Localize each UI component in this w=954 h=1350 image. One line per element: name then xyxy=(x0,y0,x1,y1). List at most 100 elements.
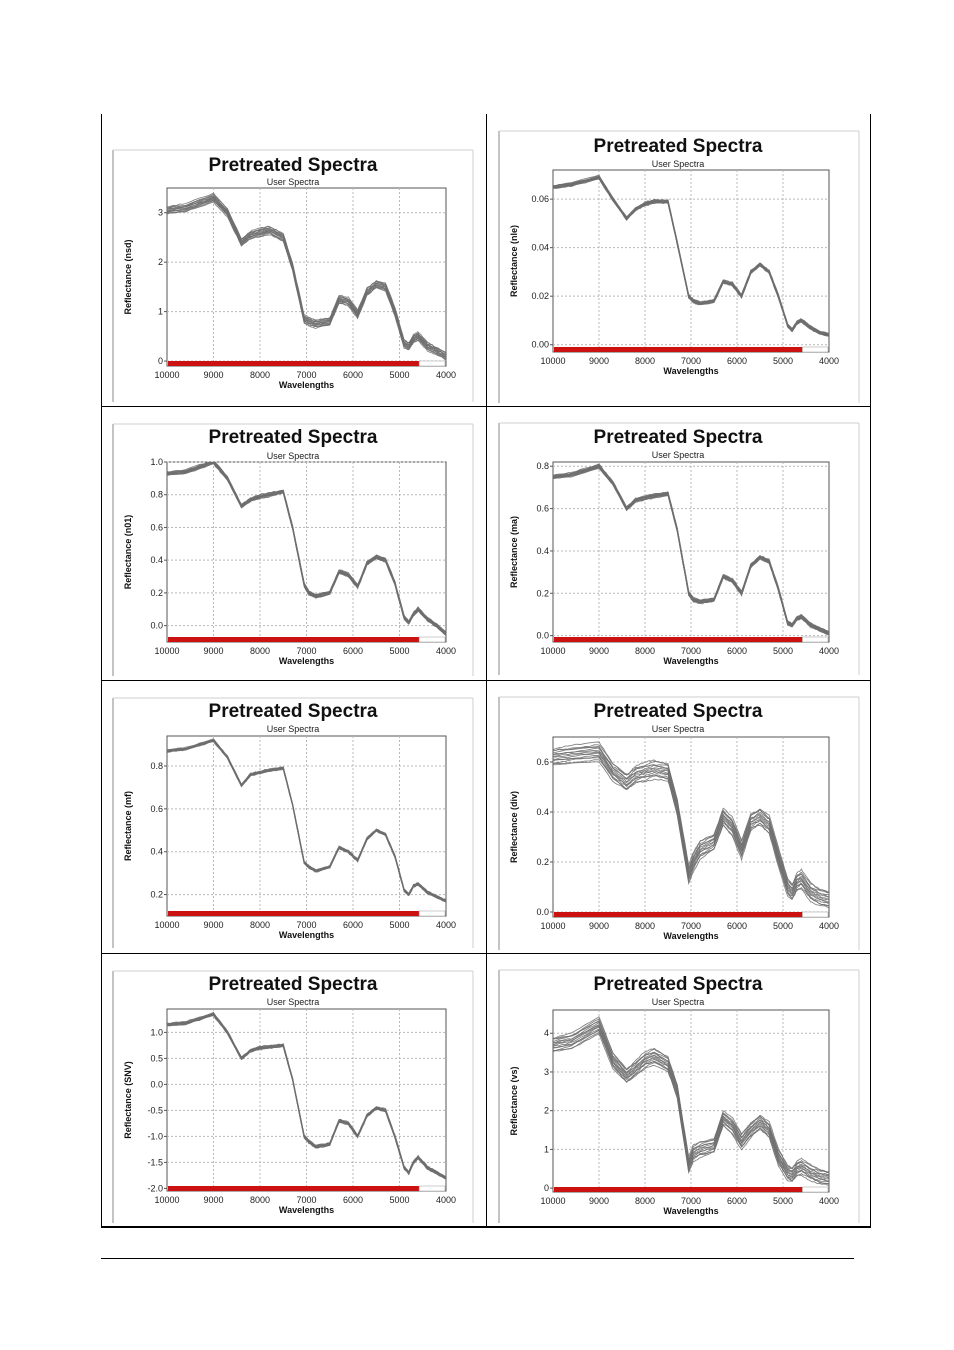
x-tick-label: 10000 xyxy=(154,1195,179,1205)
x-axis-label: Wavelengths xyxy=(279,656,334,666)
x-tick-label: 5000 xyxy=(773,646,793,656)
x-tick-label: 9000 xyxy=(589,1196,609,1206)
chart-panel-vs: Pretreated Spectra User Spectra 10000 9000 8… xyxy=(486,953,871,1228)
wavelength-range-bar xyxy=(168,361,420,366)
spectrum-line xyxy=(553,1016,829,1173)
x-tick-label: 6000 xyxy=(727,356,747,366)
chart-title: Pretreated Spectra xyxy=(209,974,378,995)
x-tick-label: 10000 xyxy=(540,356,565,366)
x-axis-label: Wavelengths xyxy=(279,1205,334,1215)
y-tick-label: -1.0 xyxy=(147,1131,163,1141)
chart-title: Pretreated Spectra xyxy=(594,136,763,157)
spectrum-line xyxy=(553,751,829,901)
y-axis-label: Reflectance (nle) xyxy=(509,225,519,297)
chart-subtitle: User Spectra xyxy=(267,724,320,734)
y-tick-label: 0.0 xyxy=(150,621,163,631)
grid-border-bottom xyxy=(101,1226,871,1228)
x-tick-label: 9000 xyxy=(203,920,223,930)
chart-subtitle: User Spectra xyxy=(652,724,705,734)
x-tick-label: 4000 xyxy=(819,356,839,366)
chart-panel-nsd: Pretreated Spectra User Spectra 10000 9000 8… xyxy=(101,114,486,406)
chart-subtitle: User Spectra xyxy=(652,450,705,460)
x-tick-label: 7000 xyxy=(296,370,316,380)
wavelength-range-bar xyxy=(168,637,420,642)
chart-svg-snv: Pretreated Spectra User Spectra 10000 9000 8… xyxy=(112,970,474,1223)
x-tick-label: 8000 xyxy=(250,646,270,656)
y-tick-label: 1 xyxy=(158,307,163,317)
x-tick-label: 5000 xyxy=(389,646,409,656)
x-tick-label: 6000 xyxy=(727,1196,747,1206)
y-axis-label: Reflectance (div) xyxy=(509,791,519,863)
x-tick-label: 10000 xyxy=(540,646,565,656)
chart-title: Pretreated Spectra xyxy=(209,155,378,176)
chart-svg-n01: Pretreated Spectra User Spectra 10000 9000 8… xyxy=(112,423,474,676)
y-tick-label: 0.02 xyxy=(531,291,549,301)
x-tick-label: 7000 xyxy=(296,646,316,656)
x-tick-label: 9000 xyxy=(203,370,223,380)
spectrum-line xyxy=(553,174,829,335)
x-tick-label: 7000 xyxy=(681,1196,701,1206)
chart-panel-n01: Pretreated Spectra User Spectra 10000 9000 8… xyxy=(101,406,486,680)
x-tick-label: 8000 xyxy=(635,1196,655,1206)
wavelength-range-remainder xyxy=(418,636,446,643)
chart-title: Pretreated Spectra xyxy=(594,974,763,995)
x-tick-label: 10000 xyxy=(540,921,565,931)
spectrum-line xyxy=(167,1011,446,1178)
chart-subtitle: User Spectra xyxy=(652,159,705,169)
x-tick-label: 6000 xyxy=(343,1195,363,1205)
spectrum-line xyxy=(167,192,446,353)
x-tick-label: 4000 xyxy=(819,1196,839,1206)
x-tick-label: 9000 xyxy=(203,1195,223,1205)
x-tick-label: 4000 xyxy=(436,370,456,380)
chart-subtitle: User Spectra xyxy=(267,997,320,1007)
chart-svg-div: Pretreated Spectra User Spectra 10000 9000 8… xyxy=(498,696,860,950)
spectrum-line xyxy=(553,741,829,893)
spectra-series xyxy=(553,1016,829,1186)
y-tick-label: 0.4 xyxy=(536,546,549,556)
wavelength-range-remainder xyxy=(802,636,829,643)
figure-grid: Pretreated Spectra User Spectra 10000 9000 8… xyxy=(101,114,871,1228)
grid-border-left xyxy=(101,114,102,1228)
x-axis-label: Wavelengths xyxy=(279,930,334,940)
x-tick-label: 4000 xyxy=(436,1195,456,1205)
y-tick-label: 0.2 xyxy=(150,890,163,900)
grid-border-row1 xyxy=(101,406,871,407)
x-tick-label: 4000 xyxy=(436,920,456,930)
x-tick-label: 7000 xyxy=(296,1195,316,1205)
spectrum-line xyxy=(553,755,829,907)
x-tick-label: 7000 xyxy=(296,920,316,930)
chart-title: Pretreated Spectra xyxy=(594,427,763,448)
x-tick-label: 9000 xyxy=(589,356,609,366)
y-tick-label: 3 xyxy=(158,208,163,218)
spectrum-line xyxy=(553,747,829,898)
y-tick-label: 0.0 xyxy=(536,907,549,917)
spectrum-line xyxy=(553,746,829,896)
y-tick-label: 0.2 xyxy=(536,588,549,598)
y-tick-label: 0.6 xyxy=(536,504,549,514)
x-tick-label: 9000 xyxy=(589,921,609,931)
wavelength-range-remainder xyxy=(802,346,829,353)
x-tick-label: 6000 xyxy=(343,920,363,930)
spectrum-line xyxy=(553,752,829,903)
y-tick-label: 0.4 xyxy=(150,847,163,857)
spectrum-line xyxy=(167,738,446,901)
y-tick-label: 2 xyxy=(544,1106,549,1116)
y-tick-label: 0.5 xyxy=(150,1053,163,1063)
x-tick-label: 8000 xyxy=(250,370,270,380)
wavelength-range-bar xyxy=(554,1187,803,1192)
plot-area xyxy=(166,1008,447,1192)
x-tick-label: 5000 xyxy=(389,370,409,380)
chart-title: Pretreated Spectra xyxy=(209,427,378,448)
spectrum-line xyxy=(553,1019,829,1175)
y-tick-label: 0.04 xyxy=(531,243,549,253)
chart-svg-nle: Pretreated Spectra User Spectra 10000 9000 8… xyxy=(498,130,860,403)
x-tick-label: 10000 xyxy=(154,646,179,656)
x-tick-label: 5000 xyxy=(389,920,409,930)
wavelength-range-remainder xyxy=(802,1186,829,1193)
y-axis-label: Reflectance (mf) xyxy=(123,791,133,861)
y-tick-label: -1.5 xyxy=(147,1157,163,1167)
spectrum-line xyxy=(167,462,446,633)
y-tick-label: 0.8 xyxy=(150,761,163,771)
wavelength-range-remainder xyxy=(418,1185,446,1192)
x-tick-label: 10000 xyxy=(154,370,179,380)
